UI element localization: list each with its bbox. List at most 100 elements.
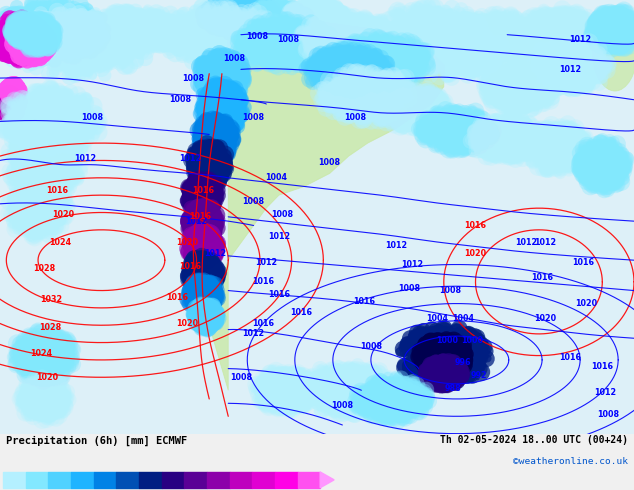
Point	[385, 86, 395, 94]
Point	[18, 29, 28, 37]
Point	[369, 96, 379, 103]
Point	[200, 307, 210, 315]
Point	[212, 65, 222, 73]
Point	[554, 141, 564, 149]
Point	[197, 146, 207, 154]
Point	[41, 147, 51, 155]
Point	[186, 161, 197, 169]
Point	[440, 371, 450, 379]
Point	[390, 386, 400, 393]
Point	[264, 393, 274, 401]
Point	[428, 32, 438, 40]
Point	[207, 127, 217, 135]
Point	[375, 395, 385, 403]
Point	[1, 99, 11, 107]
Point	[223, 97, 233, 104]
Point	[6, 93, 16, 101]
Point	[614, 24, 624, 32]
Point	[1, 94, 11, 102]
Point	[48, 136, 58, 144]
Point	[548, 152, 559, 160]
Point	[303, 13, 313, 21]
Point	[25, 32, 36, 40]
Point	[619, 156, 629, 164]
Point	[528, 79, 538, 87]
Point	[206, 147, 216, 154]
Point	[208, 270, 218, 278]
Point	[195, 238, 205, 245]
Point	[36, 350, 46, 358]
Point	[280, 19, 290, 26]
Point	[374, 61, 384, 69]
Point	[565, 44, 575, 51]
Point	[31, 24, 41, 32]
Point	[565, 42, 575, 49]
Point	[551, 33, 561, 41]
Point	[233, 9, 243, 17]
Point	[566, 75, 576, 83]
Point	[221, 100, 231, 108]
Point	[372, 34, 382, 42]
Point	[308, 42, 318, 49]
Point	[257, 18, 268, 26]
Point	[32, 130, 42, 138]
Point	[281, 384, 292, 392]
Point	[415, 329, 425, 337]
Point	[547, 28, 557, 36]
Point	[82, 22, 92, 29]
Point	[195, 188, 205, 196]
Point	[377, 400, 387, 408]
Point	[493, 140, 503, 148]
Point	[14, 31, 24, 39]
Point	[41, 32, 51, 40]
Point	[318, 12, 328, 20]
Point	[36, 35, 46, 43]
Point	[407, 87, 417, 95]
Point	[196, 291, 206, 298]
Point	[216, 131, 226, 139]
Point	[375, 29, 385, 37]
Point	[22, 43, 32, 51]
Point	[198, 318, 209, 325]
Point	[288, 376, 298, 384]
Point	[6, 82, 16, 90]
Point	[294, 20, 304, 28]
Point	[39, 181, 49, 189]
Point	[434, 342, 444, 349]
Point	[597, 169, 607, 176]
Point	[18, 18, 28, 25]
Point	[591, 174, 601, 182]
Point	[235, 12, 245, 20]
Point	[238, 29, 248, 37]
Point	[511, 77, 521, 85]
Point	[320, 62, 330, 70]
Point	[199, 202, 209, 210]
Point	[197, 289, 207, 297]
Point	[8, 91, 18, 98]
Point	[249, 18, 259, 26]
Point	[198, 284, 209, 292]
Point	[401, 90, 411, 98]
Point	[614, 24, 624, 32]
Point	[62, 394, 72, 402]
Point	[551, 129, 561, 137]
Point	[0, 105, 8, 113]
Point	[24, 392, 34, 399]
Point	[431, 377, 441, 385]
Point	[437, 24, 447, 32]
Point	[382, 376, 392, 384]
Point	[274, 388, 284, 396]
Point	[410, 364, 420, 371]
Point	[191, 267, 201, 275]
Point	[15, 58, 25, 66]
Point	[399, 19, 410, 27]
Point	[200, 289, 210, 297]
Point	[602, 157, 612, 165]
Point	[197, 248, 207, 256]
Point	[450, 132, 460, 140]
Point	[414, 118, 424, 126]
Point	[377, 102, 387, 110]
Point	[287, 379, 297, 387]
Point	[30, 19, 41, 27]
Point	[279, 13, 289, 21]
